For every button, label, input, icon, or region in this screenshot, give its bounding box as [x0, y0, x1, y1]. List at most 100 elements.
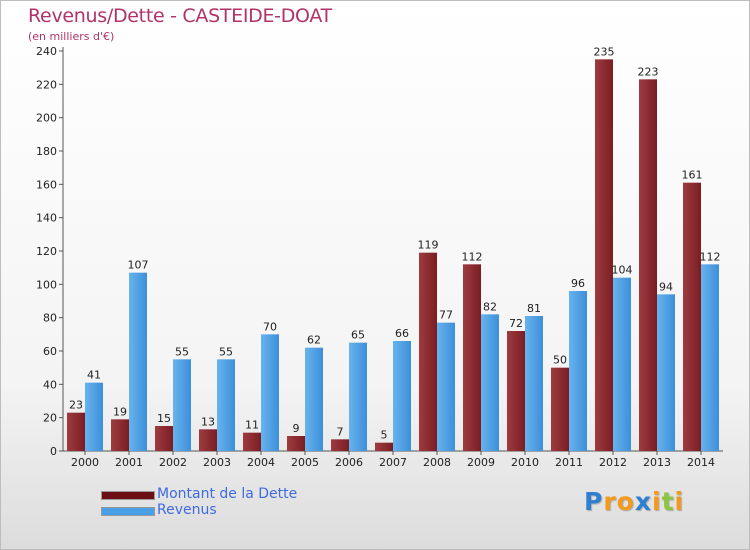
data-label-revenue: 66: [395, 327, 409, 340]
x-tick-label: 2012: [599, 456, 627, 469]
data-label-revenue: 81: [527, 302, 541, 315]
bar-debt: [287, 436, 305, 451]
bar-debt: [639, 79, 657, 451]
data-label-revenue: 82: [483, 300, 497, 313]
legend-label-revenue: Revenus: [157, 502, 217, 518]
y-tick-label: 0: [50, 445, 57, 458]
x-tick-label: 2000: [71, 456, 99, 469]
bar-debt: [419, 252, 437, 451]
x-tick-label: 2008: [423, 456, 451, 469]
bar-debt: [375, 442, 393, 451]
data-labels: 23 41 19 107 15 55 13 55 11 70 9 62 7 65 5 66 119 77 112 82…: [69, 45, 721, 441]
logo-letter: o: [616, 487, 635, 516]
data-label-debt: 50: [553, 354, 567, 367]
y-tick-label: 140: [36, 212, 57, 225]
bar-revenue: [569, 291, 587, 451]
x-tick-label: 2005: [291, 456, 319, 469]
bar-revenue: [657, 294, 675, 451]
data-label-revenue: 55: [219, 345, 233, 358]
data-label-debt: 9: [293, 422, 300, 435]
y-tick-label: 240: [36, 45, 57, 58]
logo-letter: i: [652, 487, 662, 516]
data-label-revenue: 65: [351, 329, 365, 342]
data-label-debt: 112: [462, 250, 483, 263]
logo-letter: r: [603, 487, 617, 516]
bar-revenue: [613, 277, 631, 451]
data-label-revenue: 94: [659, 280, 673, 293]
x-tick-label: 2009: [467, 456, 495, 469]
data-label-debt: 11: [245, 419, 259, 432]
y-tick-label: 20: [43, 412, 57, 425]
data-label-debt: 235: [594, 45, 615, 58]
data-label-debt: 7: [337, 425, 344, 438]
x-tick-label: 2011: [555, 456, 583, 469]
x-tick-label: 2010: [511, 456, 539, 469]
x-tick-label: 2013: [643, 456, 671, 469]
data-label-revenue: 41: [87, 369, 101, 382]
legend-label-debt: Montant de la Dette: [157, 486, 298, 502]
x-tick-label: 2003: [203, 456, 231, 469]
logo-letter: t: [661, 487, 675, 516]
bar-revenue: [305, 347, 323, 451]
y-tick-label: 200: [36, 112, 57, 125]
data-label-debt: 119: [418, 239, 439, 252]
logo-letter: P: [584, 487, 604, 516]
bar-debt: [683, 182, 701, 451]
x-tick-label: 2001: [115, 456, 143, 469]
bar-revenue: [525, 316, 543, 451]
bar-debt: [67, 412, 85, 451]
y-tick-label: 40: [43, 378, 57, 391]
y-tick-label: 220: [36, 78, 57, 91]
bar-debt: [507, 331, 525, 451]
x-tick-label: 2004: [247, 456, 275, 469]
bar-debt: [199, 429, 217, 451]
x-tick-label: 2006: [335, 456, 363, 469]
bar-revenue: [217, 359, 235, 451]
y-tick-label: 60: [43, 345, 57, 358]
x-tick-label: 2002: [159, 456, 187, 469]
x-tick-label: 2014: [687, 456, 715, 469]
bar-revenue: [393, 341, 411, 451]
bar-revenue: [349, 342, 367, 451]
bar-debt: [155, 426, 173, 451]
data-label-revenue: 62: [307, 334, 321, 347]
bar-revenue: [85, 382, 103, 451]
data-label-debt: 15: [157, 412, 171, 425]
legend-swatch-debt: [101, 491, 155, 500]
data-label-debt: 13: [201, 415, 215, 428]
bar-debt: [463, 264, 481, 451]
y-tick-label: 160: [36, 178, 57, 191]
bar-revenue: [481, 314, 499, 451]
data-label-debt: 23: [69, 399, 83, 412]
chart-subtitle: (en milliers d'€): [28, 30, 115, 43]
y-tick-label: 180: [36, 145, 57, 158]
logo-letter: i: [674, 487, 685, 516]
proxiti-logo: Proxiti: [584, 487, 684, 516]
bar-debt: [243, 432, 261, 451]
x-tick-label: 2007: [379, 456, 407, 469]
data-label-debt: 223: [638, 65, 659, 78]
data-label-revenue: 77: [439, 309, 453, 322]
data-label-revenue: 70: [263, 320, 277, 333]
data-label-debt: 5: [381, 429, 388, 442]
data-label-revenue: 96: [571, 277, 585, 290]
bar-revenue: [261, 334, 279, 451]
bar-debt: [111, 419, 129, 451]
data-label-revenue: 112: [700, 250, 721, 263]
legend-swatch-revenue: [101, 507, 155, 516]
data-label-revenue: 107: [128, 259, 149, 272]
data-label-debt: 19: [113, 405, 127, 418]
bars: [67, 59, 719, 451]
data-label-revenue: 104: [612, 264, 633, 277]
y-tick-label: 120: [36, 245, 57, 258]
bar-revenue: [173, 359, 191, 451]
bar-debt: [551, 367, 569, 451]
y-tick-label: 80: [43, 312, 57, 325]
bar-debt: [595, 59, 613, 451]
data-label-debt: 161: [682, 169, 703, 182]
bar-revenue: [129, 272, 147, 451]
bar-debt: [331, 439, 349, 451]
data-label-debt: 72: [509, 317, 523, 330]
